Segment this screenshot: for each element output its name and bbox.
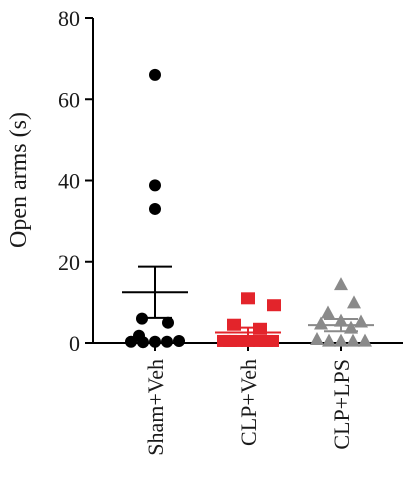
chart-marks <box>122 68 374 349</box>
data-point <box>334 333 348 347</box>
x-tick-label: CLP+Veh <box>236 359 261 446</box>
data-point <box>321 305 335 319</box>
data-point <box>267 299 281 312</box>
data-point <box>347 295 361 309</box>
data-point <box>149 335 161 348</box>
y-tick-label: 40 <box>58 169 80 194</box>
series-clp-lps <box>308 277 374 347</box>
data-point <box>162 316 174 329</box>
data-point <box>314 316 328 330</box>
y-tick-label: 20 <box>58 250 80 275</box>
y-axis-title: Open arms (s) <box>6 112 32 248</box>
data-point <box>149 179 161 192</box>
data-point <box>322 333 336 347</box>
y-tick-label: 80 <box>58 6 80 31</box>
data-point <box>310 331 324 345</box>
y-axis: 0 20 40 60 80 <box>58 6 94 356</box>
data-point <box>161 335 173 348</box>
series-sham-veh <box>122 68 188 349</box>
x-tick-label: Sham+Veh <box>143 359 168 456</box>
data-point <box>149 68 161 81</box>
data-point <box>346 333 360 347</box>
x-tick-label: CLP+LPS <box>329 359 354 450</box>
data-point <box>227 318 241 331</box>
y-tick-label: 0 <box>69 331 80 356</box>
data-point <box>358 333 372 347</box>
x-axis: Sham+Veh CLP+Veh CLP+LPS <box>93 342 403 456</box>
data-point <box>137 336 149 349</box>
data-point <box>334 277 348 291</box>
data-point <box>173 334 185 347</box>
data-point <box>149 202 161 215</box>
data-point <box>125 335 137 348</box>
y-tick-label: 60 <box>58 87 80 112</box>
data-point <box>241 292 255 305</box>
series-clp-veh <box>215 292 281 347</box>
